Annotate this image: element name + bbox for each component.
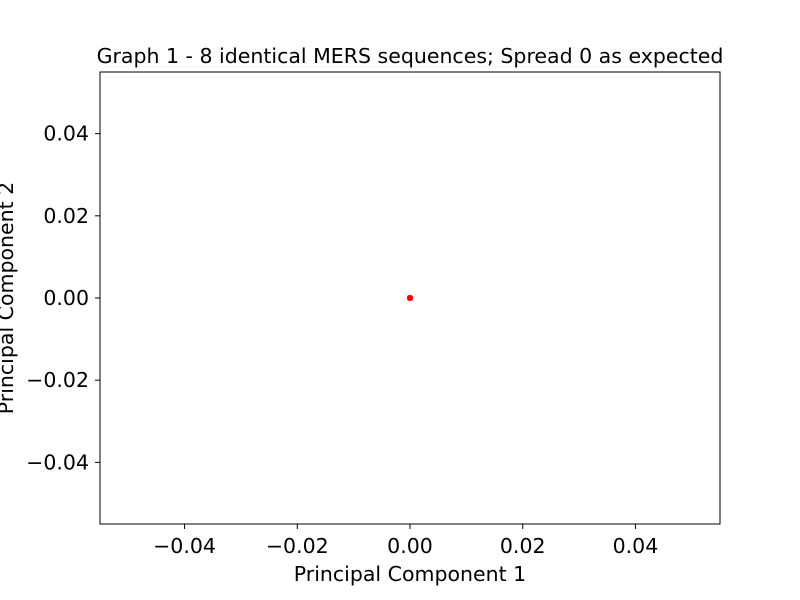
y-tick-label: −0.02 [26, 368, 89, 392]
y-tick-label: 0.02 [43, 204, 89, 228]
y-tick-label: −0.04 [26, 450, 89, 474]
x-tick-label: 0.04 [613, 534, 659, 558]
y-axis-label: Principal Component 2 [0, 182, 18, 414]
x-axis-label: Principal Component 1 [294, 562, 526, 586]
x-tick-label: 0.00 [387, 534, 433, 558]
points-layer [407, 295, 413, 301]
y-axis-ticks: −0.04 −0.02 0.00 0.02 0.04 [26, 122, 100, 474]
plot-area-frame [99, 71, 721, 525]
x-tick-label: −0.04 [153, 534, 216, 558]
x-axis-ticks: −0.04 −0.02 0.00 0.02 0.04 [153, 524, 658, 558]
data-point [407, 295, 413, 301]
chart-title: Graph 1 - 8 identical MERS sequences; Sp… [97, 44, 724, 68]
x-tick-label: 0.02 [500, 534, 546, 558]
y-tick-label: 0.04 [43, 122, 89, 146]
y-tick-label: 0.00 [43, 286, 89, 310]
x-tick-label: −0.02 [266, 534, 329, 558]
